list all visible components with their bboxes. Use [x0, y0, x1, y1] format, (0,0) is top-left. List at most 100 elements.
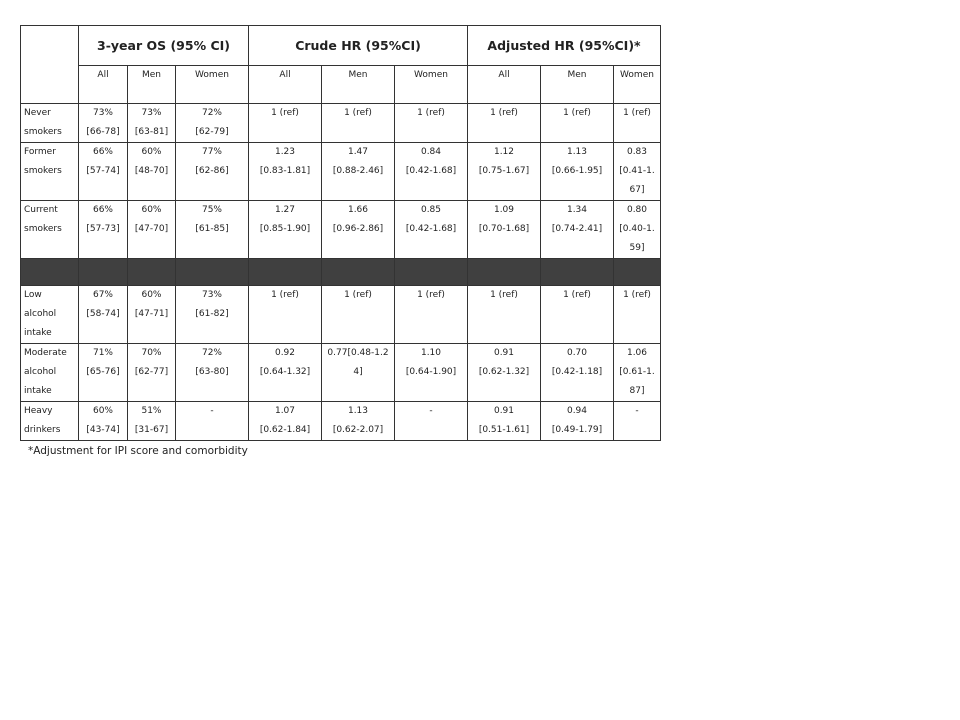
data-row: Low alcohol intake 67% [58-74] 60% [47-71] 73… [20, 285, 661, 344]
cell-line: 0.84 [420, 147, 442, 157]
data-cell: 1 (ref) [540, 103, 614, 143]
cell-line: 1 (ref) [417, 108, 445, 118]
cell-line: [0.75-1.67] [478, 166, 530, 176]
group-header: 3-year OS (95% CI) [78, 25, 249, 66]
cell-line: [0.42-1.68] [405, 224, 457, 234]
cell-line: 1 (ref) [417, 290, 445, 300]
cell-line: [47-70] [134, 224, 169, 234]
cell-line: 0.83 [626, 147, 648, 157]
subheader-row: All Men Women All Men Women All Men Women [21, 65, 661, 104]
cell-line: [66-78] [86, 127, 120, 137]
cell-line: 60% [141, 147, 162, 157]
cell-line: [0.41-1.67] [619, 166, 655, 195]
data-cell: 1.10 [0.64-1.90] [394, 343, 468, 402]
separator-cell [321, 258, 395, 286]
cell-line: 1.47 [347, 147, 369, 157]
cell-line: 1 (ref) [490, 290, 518, 300]
cell-line: [58-74] [86, 309, 120, 319]
data-cell: 72% [62-79] [175, 103, 249, 143]
cell-line: [62-77] [134, 367, 169, 377]
cell-line: 75% [201, 205, 222, 215]
data-cell: 1 (ref) [467, 285, 541, 344]
cell-line: [0.64-1.32] [259, 367, 311, 377]
cell-line: 1.07 [274, 406, 296, 416]
separator-row [20, 258, 661, 286]
data-cell: 0.94 [0.49-1.79] [540, 401, 614, 441]
cell-line: 1 (ref) [563, 108, 591, 118]
cell-line: 0.85 [420, 205, 442, 215]
separator-cell [394, 258, 468, 286]
data-cell: 75% [61-85] [175, 200, 249, 259]
data-cell: 0.77[0.48-1.24] [321, 343, 395, 402]
cell-line: [0.42-1.18] [551, 367, 603, 377]
cell-line: - [210, 406, 214, 416]
data-cell: - [175, 401, 249, 441]
cell-line: [0.62-1.32] [478, 367, 530, 377]
corner-cell [20, 25, 79, 104]
data-cell: 66% [57-73] [78, 200, 128, 259]
cell-line: [63-81] [134, 127, 169, 137]
data-cell: 73% [66-78] [78, 103, 128, 143]
data-cell: 1 (ref) [613, 103, 661, 143]
cell-line: [61-85] [195, 224, 229, 234]
separator-cell [467, 258, 541, 286]
data-cell: 1 (ref) [613, 285, 661, 344]
cell-line: [0.61-1.87] [619, 367, 655, 396]
cell-line: 1.27 [274, 205, 296, 215]
data-cell: 1 (ref) [394, 285, 468, 344]
cell-line: 1.06 [626, 348, 648, 358]
cell-line: [57-74] [86, 166, 120, 176]
data-cell: 1 (ref) [540, 285, 614, 344]
row-label: Former smokers [20, 142, 79, 201]
cell-line: 1.12 [493, 147, 515, 157]
cell-line: [0.66-1.95] [551, 166, 603, 176]
subheader: All [78, 65, 128, 104]
cell-line: [0.64-1.90] [405, 367, 457, 377]
cell-line: 60% [92, 406, 113, 416]
data-cell: 0.83 [0.41-1.67] [613, 142, 661, 201]
cell-line: [47-71] [134, 309, 169, 319]
data-cell: - [613, 401, 661, 441]
data-cell: 1.09 [0.70-1.68] [467, 200, 541, 259]
cell-line: 1 (ref) [623, 108, 651, 118]
data-cell: 1 (ref) [321, 103, 395, 143]
cell-line: 1.09 [493, 205, 515, 215]
subheader: Men [127, 65, 176, 104]
data-cell: 1.34 [0.74-2.41] [540, 200, 614, 259]
cell-line: [0.62-1.84] [259, 425, 311, 435]
cell-line: [0.70-1.68] [478, 224, 530, 234]
cell-line: 66% [92, 205, 113, 215]
data-cell: 1.13 [0.62-2.07] [321, 401, 395, 441]
cell-line: 67% [92, 290, 113, 300]
table-wrap: 3-year OS (95% CI) Crude HR (95%CI) Adjust… [20, 25, 661, 441]
cell-line: [63-80] [195, 367, 229, 377]
data-cell: 1.12 [0.75-1.67] [467, 142, 541, 201]
data-cell: 1.23 [0.83-1.81] [248, 142, 322, 201]
cell-line: [0.96-2.86] [332, 224, 384, 234]
data-cell: 60% [43-74] [78, 401, 128, 441]
cell-line: [0.62-2.07] [332, 425, 384, 435]
cell-line: 0.94 [566, 406, 588, 416]
cell-line: [65-76] [86, 367, 120, 377]
group-header: Crude HR (95%CI) [248, 25, 468, 66]
data-cell: 0.92 [0.64-1.32] [248, 343, 322, 402]
cell-line: [0.51-1.61] [478, 425, 530, 435]
data-cell: 72% [63-80] [175, 343, 249, 402]
subheader: Women [613, 65, 661, 104]
separator-cell [20, 258, 79, 286]
cell-line: 1 (ref) [271, 108, 299, 118]
cell-line: 0.91 [493, 406, 515, 416]
cell-line: 60% [141, 205, 162, 215]
data-row: Moderate alcohol intake 71% [65-76] 70% [62-… [20, 343, 661, 402]
cell-line: 1.66 [347, 205, 369, 215]
data-cell: 1 (ref) [321, 285, 395, 344]
cell-line: 77% [201, 147, 222, 157]
cell-line: 1 (ref) [344, 108, 372, 118]
row-label: Moderate alcohol intake [20, 343, 79, 402]
data-cell: 1.07 [0.62-1.84] [248, 401, 322, 441]
data-cell: 1.47 [0.88-2.46] [321, 142, 395, 201]
group-header-row: 3-year OS (95% CI) Crude HR (95%CI) Adjust… [20, 25, 661, 104]
data-row: Heavy drinkers 60% [43-74] 51% [31-67] - 1.07 [… [20, 401, 661, 441]
cell-line: 0.77[0.48-1.24] [327, 348, 389, 377]
